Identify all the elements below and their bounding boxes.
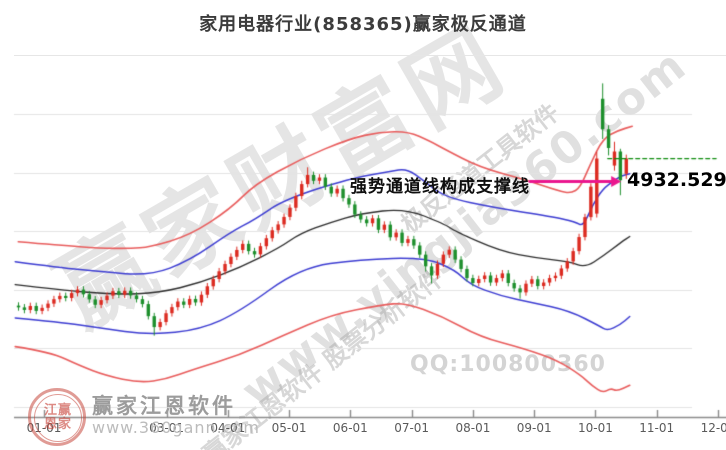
x-tick-label: 06-01 — [332, 421, 368, 435]
footer-site-url: www.360gann.com — [92, 418, 260, 437]
x-tick-label: 08-01 — [455, 421, 491, 435]
brand-seal-text-row1: 江赢 — [43, 403, 72, 418]
footer-brand-text: 赢家江恩软件 — [92, 394, 236, 418]
x-tick-label: 04-01 — [210, 421, 246, 435]
brand-seal-inner: 江赢 恩家 — [34, 394, 82, 442]
support-value-label: 4932.5294 — [627, 169, 726, 191]
brand-seal-text-row2: 恩家 — [43, 417, 72, 432]
x-tick-label: 10-01 — [578, 421, 613, 435]
x-tick-label: 11-01 — [639, 421, 675, 435]
x-tick-label: 03-01 — [149, 421, 184, 435]
x-tick-label: 12-01 — [700, 421, 726, 435]
x-tick-label: 05-01 — [271, 421, 307, 435]
support-annotation-label: 强势通道线构成支撑线 — [350, 177, 530, 197]
brand-seal-logo: 江赢 恩家 — [28, 388, 86, 446]
x-tick-label: 09-01 — [516, 421, 552, 435]
x-tick-label: 07-01 — [394, 421, 430, 435]
